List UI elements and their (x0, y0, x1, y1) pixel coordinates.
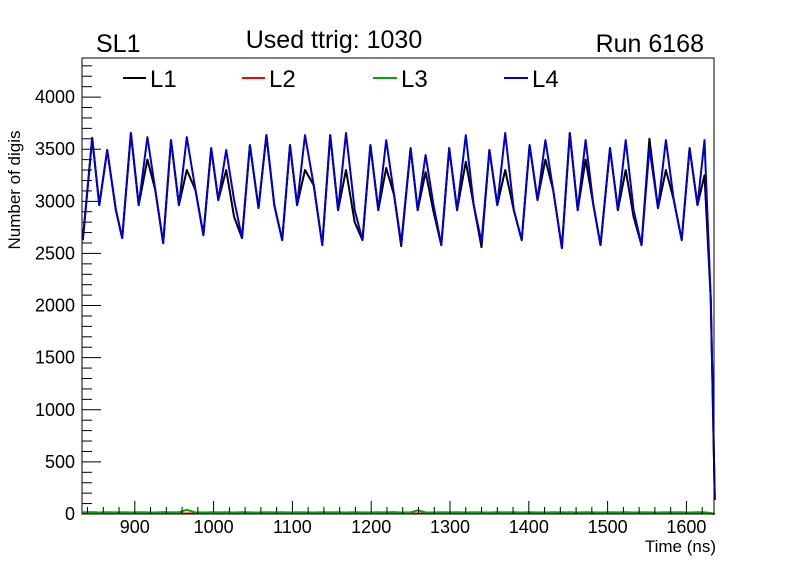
legend: L1 L2 L3 L4 (123, 66, 559, 93)
legend-label-l3: L3 (401, 66, 428, 93)
title-right: Run 6168 (596, 30, 704, 58)
plot-frame (81, 57, 715, 515)
y-tick-label: 1000 (35, 400, 75, 420)
legend-label-l1: L1 (150, 66, 177, 93)
title-left: SL1 (96, 30, 140, 58)
x-tick-label: 1500 (588, 517, 628, 537)
y-tick-label: 1500 (35, 348, 75, 368)
y-tick-label: 0 (65, 504, 75, 524)
y-tick-label: 3000 (35, 191, 75, 211)
y-tick-label: 4000 (35, 87, 75, 107)
axes: 900 1000 1100 1200 1300 1400 1500 1600 0 500 1000 1… (35, 65, 706, 537)
series-line-l4 (81, 132, 716, 501)
y-tick-label: 500 (45, 452, 75, 472)
series-line-l3 (82, 508, 716, 515)
x-tick-label: 1100 (273, 517, 312, 537)
x-tick-label: 1600 (666, 517, 706, 537)
x-tick-label: 1000 (194, 517, 234, 537)
x-axis-label: Time (ns) (645, 537, 716, 556)
chart-title: Used ttrig: 1030 (246, 26, 423, 54)
legend-label-l4: L4 (532, 66, 559, 93)
x-tick-label: 1400 (509, 517, 549, 537)
x-tick-label: 1300 (430, 517, 470, 537)
x-tick-label: 900 (120, 517, 150, 537)
x-tick-label: 1200 (351, 517, 391, 537)
y-tick-label: 2500 (35, 243, 75, 263)
legend-label-l2: L2 (269, 66, 296, 93)
y-tick-label: 2000 (35, 296, 75, 316)
y-tick-label: 3500 (35, 139, 75, 159)
y-axis-label: Number of digis (5, 130, 24, 249)
